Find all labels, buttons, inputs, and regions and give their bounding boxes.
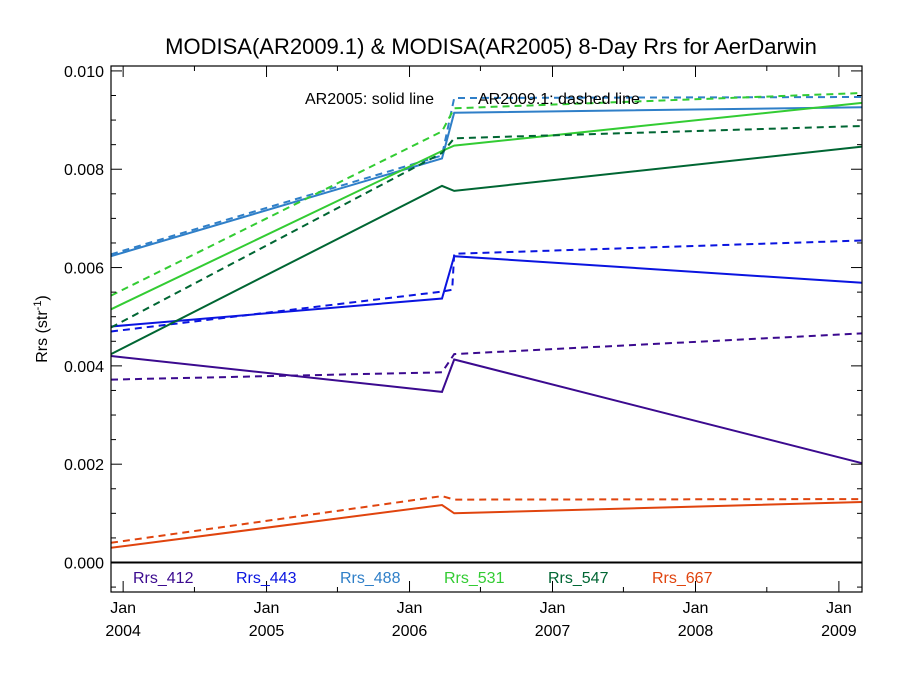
legend-item-rrs-443: Rrs_443 [236, 570, 297, 587]
y-axis: 0.000 0.002 0.004 0.006 0.008 0.010 [64, 64, 862, 588]
y-tick-label: 0.008 [64, 162, 104, 179]
x-tick-label-month: Jan [683, 600, 709, 617]
x-axis: Jan 2004 Jan 2005 Jan 2006 Jan 2007 Jan 2008 Jan 20… [105, 66, 857, 640]
series-line-rrs-412-solid [110, 355, 863, 465]
series-line-rrs-531-dashed [110, 92, 863, 297]
x-tick-label-year: 2009 [821, 623, 857, 640]
x-tick-label-year: 2007 [535, 623, 571, 640]
y-tick-label: 0.004 [64, 359, 104, 376]
x-tick-label-month: Jan [254, 600, 280, 617]
y-tick-label: 0.010 [64, 64, 104, 81]
y-axis-label: Rrs (str-1) [32, 295, 51, 363]
series-line-rrs-488-dashed [110, 96, 863, 256]
legend-item-rrs-547: Rrs_547 [548, 570, 609, 587]
series-line-rrs-443-dashed [110, 239, 863, 333]
series-line-rrs-412-dashed [110, 332, 863, 381]
legend-item-rrs-488: Rrs_488 [340, 570, 401, 587]
x-tick-label-month: Jan [110, 600, 136, 617]
x-tick-label-year: 2008 [678, 623, 714, 640]
annotation-dashed-line: AR2009.1: dashed line [478, 91, 640, 108]
plot-lines [110, 92, 863, 564]
y-axis-label-superscript: -1 [32, 301, 44, 311]
plot-frame [110, 65, 863, 593]
x-tick-label-year: 2006 [392, 623, 428, 640]
x-tick-label-year: 2004 [105, 623, 141, 640]
y-tick-label: 0.000 [64, 556, 104, 573]
y-tick-label: 0.002 [64, 457, 104, 474]
annotation-solid-line: AR2005: solid line [305, 91, 434, 108]
series-line-rrs-667-solid [110, 501, 863, 549]
y-tick-label: 0.006 [64, 261, 104, 278]
legend-item-rrs-531: Rrs_531 [444, 570, 505, 587]
x-tick-label-month: Jan [540, 600, 566, 617]
series-line-rrs-443-solid [110, 255, 863, 328]
legend: Rrs_412 Rrs_443 Rrs_488 Rrs_531 Rrs_547 Rrs_6… [133, 570, 713, 587]
x-tick-label-month: Jan [826, 600, 852, 617]
series-line-rrs-547-solid [110, 145, 863, 355]
series-line-rrs-488-solid [110, 106, 863, 258]
x-tick-label-month: Jan [397, 600, 423, 617]
series-line-rrs-667-dashed [110, 495, 863, 544]
legend-item-rrs-667: Rrs_667 [652, 570, 713, 587]
series-line-rrs-531-solid [110, 101, 863, 311]
x-tick-label-year: 2005 [249, 623, 285, 640]
chart-title: MODISA(AR2009.1) & MODISA(AR2005) 8-Day … [165, 34, 817, 59]
legend-item-rrs-412: Rrs_412 [133, 570, 194, 587]
